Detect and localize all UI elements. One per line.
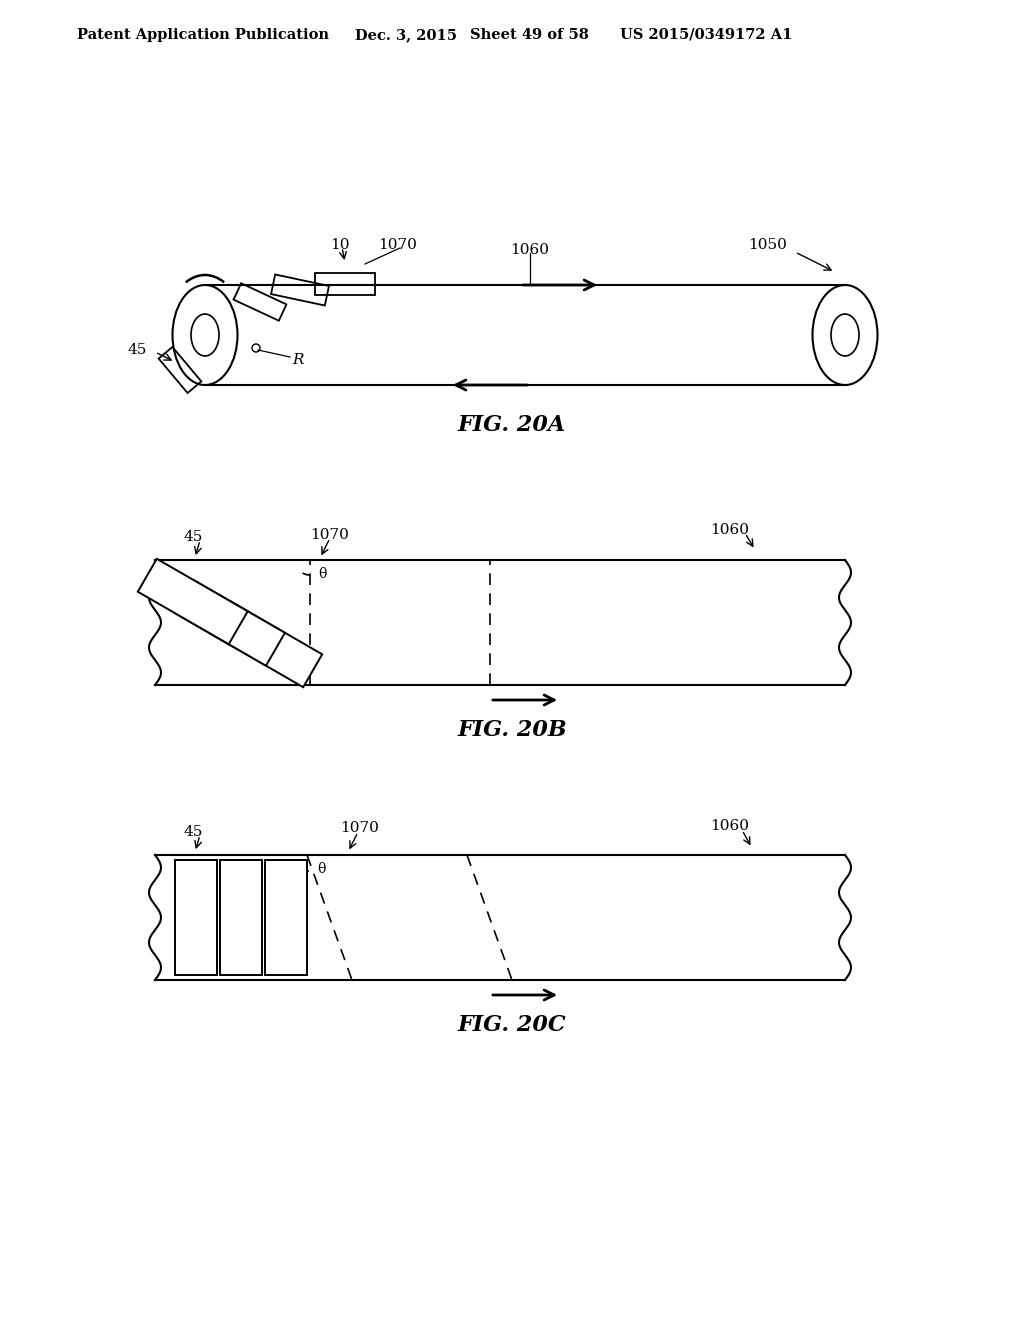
Polygon shape: [138, 558, 248, 644]
Text: 45: 45: [128, 343, 147, 356]
Text: 1060: 1060: [710, 818, 749, 833]
Text: Patent Application Publication: Patent Application Publication: [77, 28, 329, 42]
Text: 1050: 1050: [748, 238, 786, 252]
Text: 1060: 1060: [510, 243, 549, 257]
Text: Dec. 3, 2015: Dec. 3, 2015: [355, 28, 457, 42]
Polygon shape: [212, 602, 323, 688]
Text: US 2015/0349172 A1: US 2015/0349172 A1: [620, 28, 793, 42]
Text: 1060: 1060: [710, 523, 749, 537]
Text: 1070: 1070: [310, 528, 349, 543]
Text: θ: θ: [318, 568, 327, 581]
Polygon shape: [175, 581, 285, 665]
Text: R: R: [292, 352, 303, 367]
Text: Sheet 49 of 58: Sheet 49 of 58: [470, 28, 589, 42]
Text: 45: 45: [183, 825, 203, 840]
Text: 45: 45: [183, 531, 203, 544]
Text: FIG. 20A: FIG. 20A: [458, 414, 566, 436]
Text: FIG. 20B: FIG. 20B: [457, 719, 567, 741]
Bar: [175, 861, 217, 975]
Text: 1070: 1070: [340, 821, 379, 836]
Text: FIG. 20C: FIG. 20C: [458, 1014, 566, 1036]
Bar: [265, 861, 307, 975]
Text: θ: θ: [317, 862, 326, 876]
Text: 1070: 1070: [378, 238, 417, 252]
Text: 10: 10: [330, 238, 349, 252]
Bar: [220, 861, 262, 975]
